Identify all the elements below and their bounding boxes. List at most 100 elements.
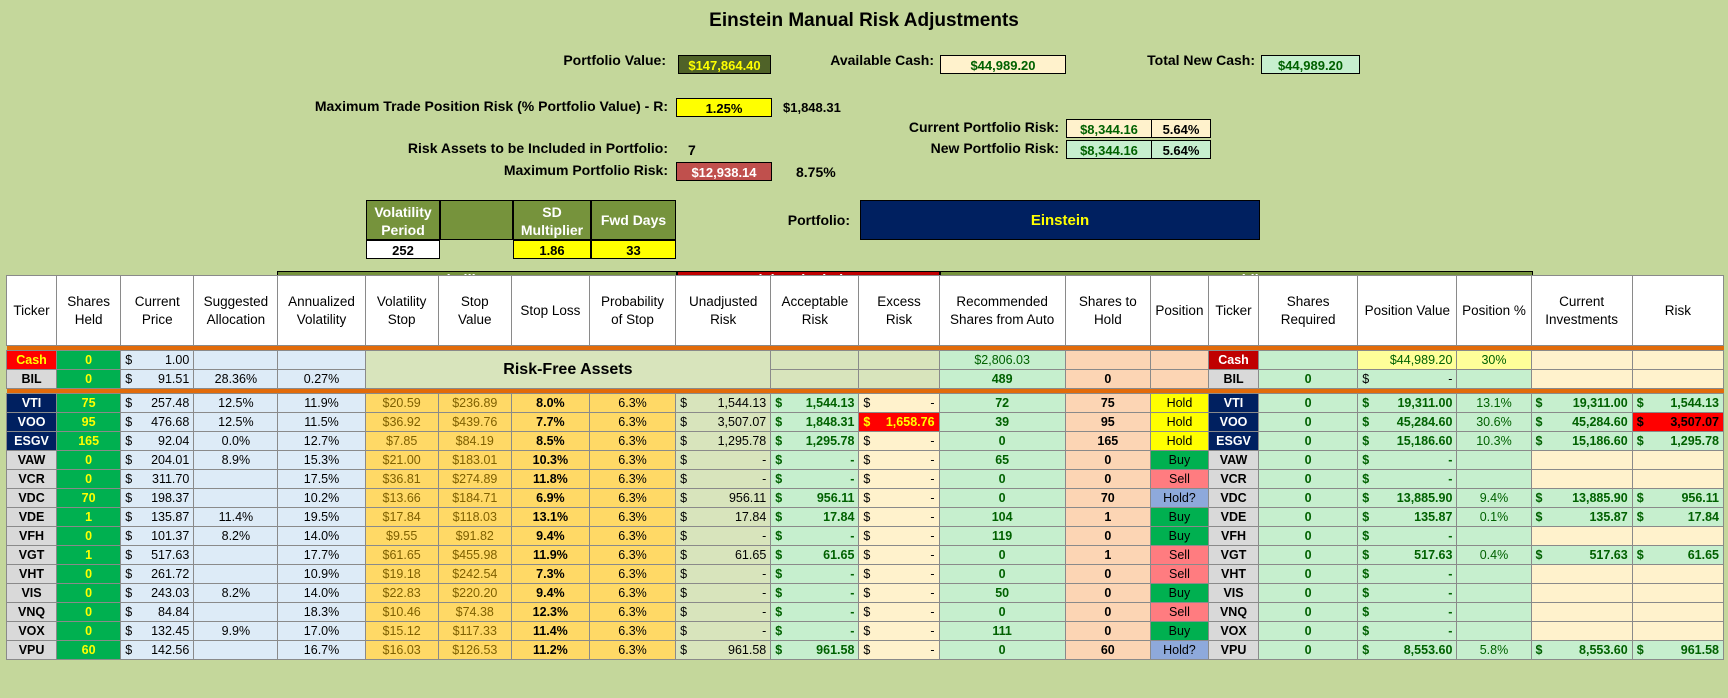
risk-cell[interactable]: 1,544.13 [1670, 396, 1719, 410]
suggested-allocation-cell[interactable]: 8.2% [193, 583, 279, 603]
recommended-shares-cell[interactable]: 0 [938, 545, 1066, 565]
shares-held-cell[interactable]: 75 [56, 393, 122, 413]
shares-required-cell[interactable]: 0 [1258, 412, 1359, 432]
shares-to-hold-cell[interactable]: 0 [1064, 526, 1151, 546]
acceptable-risk-cell[interactable]: 1,848.31 [805, 415, 855, 429]
stop-value-cell[interactable]: $455.98 [437, 545, 512, 565]
stop-loss-cell[interactable]: 11.9% [510, 545, 590, 565]
unadjusted-risk-cell-wrap[interactable]: $ - [675, 526, 772, 546]
current-investments-cell[interactable]: 15,186.60 [1572, 434, 1628, 448]
volatility-stop-header[interactable]: Volatility Stop [364, 275, 439, 346]
bil-row[interactable]: BIL 0 $91.51 28.36% 0.27% 489 0 BIL 0 $ - [5, 369, 1725, 389]
current-investments-cell[interactable]: 517.63 [1589, 548, 1628, 562]
excess-risk-cell[interactable]: - [930, 605, 935, 619]
table-row[interactable]: VOO 95 $476.68 12.5% 11.5% $36.92 $439.76 7.7% 6… [5, 412, 1725, 432]
position-status-cell[interactable]: Sell [1149, 564, 1209, 584]
current-price-cell-wrap[interactable]: $132.45 [120, 621, 195, 641]
risk-cell-wrap[interactable]: $1,295.78 [1631, 431, 1725, 451]
current-price-cell-wrap[interactable]: $142.56 [120, 640, 195, 660]
table-row[interactable]: VGT 1 $517.63 17.7% $61.65 $455.98 11.9% 6.3% $6… [5, 545, 1725, 565]
position-status-cell[interactable]: Sell [1149, 545, 1209, 565]
risk-cell-wrap[interactable]: $17.84 [1631, 507, 1725, 527]
shares-held-cell[interactable]: 60 [56, 640, 122, 660]
volatility-stop-cell[interactable]: $10.46 [364, 602, 439, 622]
stop-value-cell[interactable]: $74.38 [437, 602, 512, 622]
annualized-volatility-cell[interactable]: 10.9% [277, 564, 366, 584]
new-portfolio-risk-pct-cell[interactable]: 5.64% [1151, 140, 1211, 159]
position-value-cell-wrap[interactable]: $135.87 [1357, 507, 1458, 527]
acceptable-risk-cell[interactable]: - [850, 472, 855, 486]
current-portfolio-risk-cell[interactable]: $8,344.16 [1066, 119, 1152, 138]
current-investments-cell[interactable] [1530, 526, 1633, 546]
stop-loss-cell[interactable]: 7.7% [510, 412, 590, 432]
stop-loss-cell[interactable]: 11.4% [510, 621, 590, 641]
shares-held-cell[interactable]: 0 [56, 450, 122, 470]
volatility-stop-cell[interactable]: $36.92 [364, 412, 439, 432]
position-value-cell-wrap[interactable]: $ - [1357, 564, 1458, 584]
position-pct-cell[interactable]: 0.1% [1456, 507, 1532, 527]
unadjusted-risk-cell[interactable]: 17.84 [734, 510, 767, 524]
probability-of-stop-cell[interactable]: 6.3% [588, 583, 677, 603]
stop-loss-cell[interactable]: 12.3% [510, 602, 590, 622]
unadjusted-risk-cell[interactable]: 61.65 [734, 548, 767, 562]
shares-to-hold-cell[interactable]: 70 [1064, 488, 1151, 508]
current-price-cell-wrap[interactable]: $243.03 [120, 583, 195, 603]
unadjusted-risk-cell-wrap[interactable]: $ - [675, 583, 772, 603]
risk-cell-wrap[interactable]: $956.11 [1631, 488, 1725, 508]
ticker-cell[interactable]: VHT [5, 564, 58, 584]
shares-to-hold-cell[interactable]: 1 [1064, 507, 1151, 527]
shares-required-cell[interactable]: 0 [1258, 545, 1359, 565]
risk-cell[interactable] [1631, 564, 1725, 584]
current-price-cell-wrap[interactable]: $92.04 [120, 431, 195, 451]
shares-held-header[interactable]: Shares Held [56, 275, 122, 346]
shares-to-hold-cell[interactable]: 0 [1064, 621, 1151, 641]
current-price-header[interactable]: Current Price [120, 275, 195, 346]
unadjusted-risk-cell-wrap[interactable]: $ - [675, 621, 772, 641]
ticker2-cell[interactable]: VOX [1207, 621, 1260, 641]
shares-to-hold-cell[interactable]: 0 [1064, 369, 1151, 389]
cash-row[interactable]: Cash 0 $1.00 Risk-Free Assets $2,806.03 … [5, 350, 1725, 389]
ticker-cell[interactable]: VDC [5, 488, 58, 508]
ticker2-cell[interactable]: VOO [1207, 412, 1260, 432]
annualized-volatility-cell[interactable]: 14.0% [277, 526, 366, 546]
position-value-cell-wrap[interactable]: $ - [1357, 526, 1458, 546]
acceptable-risk-cell-wrap[interactable]: $ - [770, 450, 860, 470]
stop-loss-cell[interactable]: 7.3% [510, 564, 590, 584]
current-price-cell-wrap[interactable]: $204.01 [120, 450, 195, 470]
shares-held-cell[interactable]: 70 [56, 488, 122, 508]
ticker2-cell[interactable]: VDC [1207, 488, 1260, 508]
probability-of-stop-cell[interactable]: 6.3% [588, 526, 677, 546]
stop-value-cell[interactable]: $439.76 [437, 412, 512, 432]
probability-of-stop-cell[interactable]: 6.3% [588, 393, 677, 413]
portfolio-value-cell[interactable]: $147,864.40 [678, 55, 771, 74]
table-row[interactable]: VDC 70 $198.37 10.2% $13.66 $184.71 6.9% 6.3% $9… [5, 488, 1725, 508]
excess-risk-cell[interactable]: - [930, 624, 935, 638]
acceptable-risk-cell-wrap[interactable]: $ - [770, 583, 860, 603]
unadjusted-risk-cell[interactable]: - [762, 567, 767, 581]
shares-required-cell[interactable]: 0 [1258, 450, 1359, 470]
max-portfolio-risk-cell[interactable]: $12,938.14 [676, 162, 772, 181]
excess-risk-cell[interactable]: - [930, 491, 935, 505]
acceptable-risk-cell[interactable]: - [850, 586, 855, 600]
shares-to-hold-cell[interactable]: 95 [1064, 412, 1151, 432]
volatility-stop-cell[interactable]: $19.18 [364, 564, 439, 584]
position-status-cell[interactable]: Sell [1149, 602, 1209, 622]
current-price-cell[interactable]: 517.63 [151, 548, 190, 562]
probability-of-stop-cell[interactable]: 6.3% [588, 507, 677, 527]
current-investments-cell-wrap[interactable]: $517.63 [1530, 545, 1633, 565]
ticker2-cell[interactable]: VGT [1207, 545, 1260, 565]
unadjusted-risk-cell[interactable]: 961.58 [728, 643, 767, 657]
table-row[interactable]: VTI 75 $257.48 12.5% 11.9% $20.59 $236.89 8.0% 6… [5, 393, 1725, 413]
position-value-cell[interactable]: - [1448, 529, 1453, 543]
acceptable-risk-cell[interactable]: - [850, 453, 855, 467]
ticker-cell[interactable]: ESGV [5, 431, 58, 451]
unadjusted-risk-cell[interactable]: - [762, 529, 767, 543]
current-investments-cell-wrap[interactable]: $45,284.60 [1530, 412, 1633, 432]
acceptable-risk-cell[interactable]: 1,295.78 [805, 434, 855, 448]
current-investments-cell[interactable] [1530, 602, 1633, 622]
ticker-cell[interactable]: VFH [5, 526, 58, 546]
acceptable-risk-cell[interactable]: 1,544.13 [805, 396, 855, 410]
stop-value-cell[interactable]: $117.33 [437, 621, 512, 641]
annualized-volatility-cell[interactable]: 16.7% [277, 640, 366, 660]
excess-risk-cell-wrap[interactable]: $ - [858, 640, 940, 660]
